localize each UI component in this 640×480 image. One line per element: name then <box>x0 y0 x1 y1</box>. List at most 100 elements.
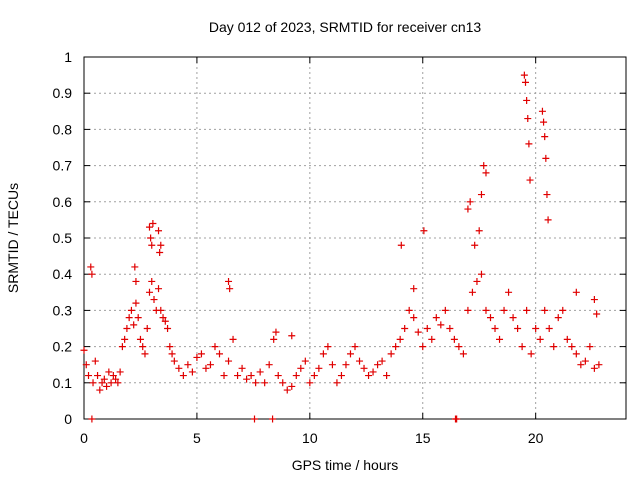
data-point <box>586 343 594 351</box>
x-tick-label: 15 <box>415 430 431 446</box>
data-point <box>590 296 598 304</box>
data-point <box>283 386 291 394</box>
data-point <box>145 288 153 296</box>
data-point <box>342 361 350 369</box>
data-point <box>532 325 540 332</box>
data-point <box>82 361 90 369</box>
data-point <box>505 288 513 296</box>
data-point <box>324 343 332 351</box>
data-point <box>410 285 418 293</box>
y-tick-label: 1 <box>64 49 72 65</box>
data-point <box>466 198 474 206</box>
data-point <box>450 335 458 343</box>
data-point <box>168 350 176 358</box>
data-point <box>577 361 585 369</box>
data-point <box>226 285 234 293</box>
data-point <box>89 379 97 387</box>
data-point <box>365 372 373 380</box>
data-point <box>155 227 163 235</box>
data-point <box>480 162 488 170</box>
data-point <box>265 361 273 369</box>
data-point <box>256 368 264 376</box>
data-point <box>159 314 167 322</box>
data-point <box>103 382 111 390</box>
data-point <box>346 350 354 358</box>
y-tick-label: 0.3 <box>53 302 73 318</box>
data-point <box>127 306 135 314</box>
data-point <box>514 325 522 332</box>
data-point <box>595 361 603 369</box>
data-point <box>538 107 546 115</box>
data-point <box>297 364 305 372</box>
data-point <box>91 357 99 365</box>
data-point <box>378 357 386 365</box>
y-tick-label: 0.9 <box>53 85 73 101</box>
data-point <box>523 306 531 314</box>
data-point <box>518 343 526 351</box>
data-point <box>541 133 549 141</box>
y-axis-label: SRMTID / TECUs <box>5 183 21 293</box>
data-point <box>360 364 368 372</box>
data-point <box>251 415 259 423</box>
data-point <box>455 343 463 351</box>
data-point <box>292 372 300 380</box>
data-point <box>88 415 96 423</box>
data-point <box>540 118 548 126</box>
data-point <box>114 379 122 387</box>
data-point <box>392 343 400 351</box>
data-point <box>496 335 504 343</box>
data-point <box>491 325 499 332</box>
y-tick-label: 0.8 <box>53 121 73 137</box>
data-point <box>125 314 133 322</box>
data-point <box>143 325 151 332</box>
x-tick-label: 0 <box>80 430 88 446</box>
data-point <box>156 248 164 256</box>
data-point <box>568 343 576 351</box>
data-point <box>164 325 172 332</box>
data-point <box>420 227 428 235</box>
data-point <box>405 306 413 314</box>
y-tick-label: 0 <box>64 411 72 427</box>
data-point <box>118 343 126 351</box>
data-point <box>161 317 169 325</box>
data-point <box>206 361 214 369</box>
data-point <box>410 314 418 322</box>
data-point <box>306 379 314 387</box>
data-point <box>220 372 228 380</box>
data-point <box>301 357 309 365</box>
data-point <box>149 220 157 228</box>
data-point <box>536 335 544 343</box>
data-point <box>123 325 131 332</box>
data-point <box>477 191 485 199</box>
data-point <box>550 343 558 351</box>
data-point <box>545 325 553 332</box>
data-point <box>247 372 255 380</box>
data-point <box>202 364 210 372</box>
data-point <box>500 306 508 314</box>
data-point <box>139 343 147 351</box>
data-point <box>238 364 246 372</box>
data-point <box>252 379 260 387</box>
data-point <box>234 372 242 380</box>
data-point <box>197 350 205 358</box>
data-point <box>145 223 153 231</box>
data-point <box>225 357 233 365</box>
data-point <box>441 306 449 314</box>
data-point <box>593 310 601 318</box>
data-point <box>527 350 535 358</box>
data-point <box>157 306 165 314</box>
data-point <box>315 364 323 372</box>
data-point <box>136 335 144 343</box>
chart-title: Day 012 of 2023, SRMTID for receiver cn1… <box>209 19 482 35</box>
data-point <box>319 350 327 358</box>
data-point <box>179 372 187 380</box>
data-point <box>475 227 483 235</box>
data-point <box>225 277 233 285</box>
data-point <box>87 263 95 271</box>
data-point <box>423 325 431 332</box>
data-point <box>310 372 318 380</box>
data-point <box>80 346 88 354</box>
data-point <box>590 364 598 372</box>
data-point <box>148 277 156 285</box>
data-point <box>387 350 395 358</box>
